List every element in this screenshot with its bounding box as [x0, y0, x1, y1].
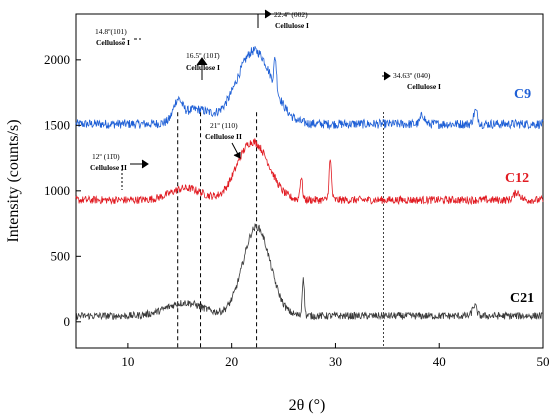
annotation-connectors [121, 9, 391, 190]
annotation-top-text: 12º (11̄0) [92, 152, 120, 161]
plot-frame [75, 13, 544, 349]
annotation-top-text: 34.63º (040) [393, 71, 431, 80]
x-tick-label: 10 [121, 354, 134, 369]
y-tick-label: 500 [51, 248, 71, 263]
annotation-top-text: 16.5º (101̄) [186, 51, 220, 60]
x-axis-title: 2θ (°) [289, 397, 326, 414]
series-line-c9 [75, 46, 544, 131]
annotation-top-text: 14.8º(101) [95, 27, 127, 36]
annotation-top-text: 22.4º (002) [274, 10, 308, 19]
reference-lines [177, 112, 384, 348]
series-label-c12: C12 [505, 171, 529, 186]
annotation-bottom-text: Cellulose I [275, 21, 309, 30]
x-tick-label: 40 [433, 354, 446, 369]
x-tick-label: 30 [329, 354, 342, 369]
series-line-c21 [75, 223, 544, 321]
y-tick-label: 2000 [44, 52, 70, 67]
annotation-bottom-text: Cellulose II [90, 163, 127, 172]
annotation-cellulose-ii-110: 21º (110) Cellulose II [205, 121, 242, 141]
series-label-c21: C21 [510, 291, 534, 306]
plot-area [75, 13, 544, 349]
annotation-bottom-text: Cellulose I [407, 82, 441, 91]
series-line-c12 [75, 137, 544, 206]
series-group [75, 46, 544, 321]
y-tick-label: 1500 [44, 117, 70, 132]
annotation-bottom-text: Cellulose I [186, 63, 220, 72]
annotation-cellulose-ii-1-10: 12º (11̄0) Cellulose II [90, 152, 127, 172]
x-tick-label: 50 [537, 354, 550, 369]
annotation-cellulose-i-101: 14.8º(101) Cellulose I [95, 27, 130, 47]
annotation-cellulose-i-040: 34.63º (040) Cellulose I [393, 71, 441, 91]
annotations-group: 14.8º(101) Cellulose I 16.5º (101̄) Cell… [90, 9, 441, 190]
annotation-bottom-text: Cellulose II [205, 132, 242, 141]
series-labels: C9 C12 C21 [505, 87, 534, 306]
annotation-cellulose-i-002: 22.4º (002) Cellulose I [274, 10, 309, 30]
annotation-cellulose-i-10-1: 16.5º (101̄) Cellulose I [186, 51, 220, 72]
y-tick-label: 1000 [44, 183, 70, 198]
annotation-bottom-text: Cellulose I [96, 38, 130, 47]
annotation-top-text: 21º (110) [210, 121, 238, 130]
y-tick-label: 0 [64, 314, 71, 329]
x-tick-label: 20 [225, 354, 238, 369]
series-label-c9: C9 [514, 87, 531, 102]
y-axis-title: Intensity (counts/s) [5, 119, 22, 242]
